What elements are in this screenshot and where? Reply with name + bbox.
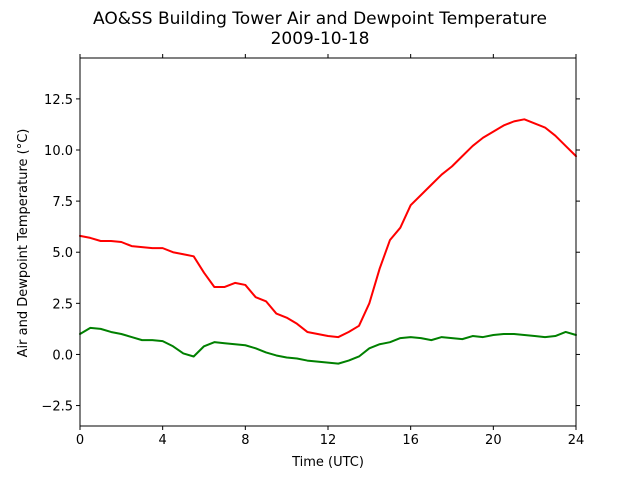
y-tick-label: 0.0 — [52, 348, 73, 363]
x-tick-label: 8 — [241, 433, 249, 448]
plot-background — [80, 58, 576, 426]
y-tick-label: 2.5 — [52, 297, 73, 312]
y-tick-label: 12.5 — [44, 93, 73, 108]
series-layer — [79, 118, 577, 365]
x-tick-label: 20 — [485, 433, 502, 448]
x-tick-label: 16 — [402, 433, 419, 448]
series-line-1 — [79, 326, 577, 365]
x-tick-label: 24 — [568, 433, 585, 448]
y-tick-label: 10.0 — [44, 144, 73, 159]
series-line-0 — [79, 118, 577, 339]
x-axis-label: Time (UTC) — [291, 455, 364, 470]
y-tick-label: 7.5 — [52, 195, 73, 210]
y-axis-label: Air and Dewpoint Temperature (°C) — [16, 129, 31, 358]
axes-layer: 0 4 8 12 16 20 24 −2.5 0.0 2.5 5.0 7.5 10.0 12.5 — [41, 54, 584, 448]
chart-title: AO&SS Building Tower Air and Dewpoint Te… — [93, 9, 547, 29]
plot-area — [80, 58, 576, 426]
y-tick-label: −2.5 — [41, 400, 73, 415]
x-tick-label: 4 — [159, 433, 167, 448]
chart-subtitle: 2009-10-18 — [271, 29, 370, 49]
y-tick-label: 5.0 — [52, 246, 73, 261]
x-tick-label: 0 — [76, 433, 84, 448]
x-tick-label: 12 — [320, 433, 337, 448]
